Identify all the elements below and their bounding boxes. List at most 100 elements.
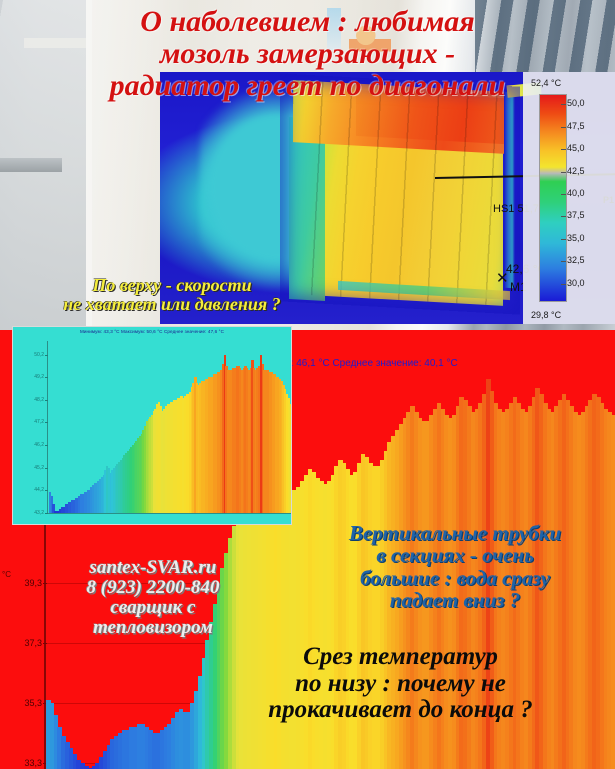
inset-bar [152, 410, 156, 513]
inset-bar [209, 376, 213, 513]
background-bar [523, 412, 529, 769]
inset-bar [178, 397, 181, 513]
background-bar [580, 412, 586, 769]
inset-bar [64, 504, 67, 513]
background-bar [303, 475, 309, 769]
background-bar [224, 553, 229, 769]
inset-bar [112, 468, 116, 513]
inset-bar [166, 404, 169, 513]
background-bar [338, 460, 343, 769]
background-bar [489, 391, 495, 769]
chart-y-unit: °C [2, 570, 11, 579]
chart-y-tick-label: 35,3 [6, 698, 47, 708]
inset-bar [228, 370, 232, 513]
background-bar [516, 403, 521, 769]
background-bar [474, 409, 480, 769]
background-chart-title: Минимум: 33,1 °C Максимум: 46,1 °C Средн… [157, 358, 458, 369]
inset-bar [111, 470, 114, 513]
chart-area-series [46, 370, 615, 769]
window-sill [0, 158, 62, 172]
inset-bar [78, 495, 81, 513]
background-bar [91, 766, 97, 769]
colorbar-tick-label: 42,5 [561, 165, 585, 176]
inset-bar [140, 434, 143, 513]
inset-bar [266, 370, 270, 513]
window-frame [86, 0, 92, 330]
colorbar-tick-label: 50,0 [561, 98, 585, 109]
background-bar [133, 727, 138, 769]
background-bar [80, 763, 85, 769]
inset-bar [168, 404, 171, 513]
inset-bar [275, 376, 278, 513]
inset-bar [235, 365, 238, 513]
inset-bar [249, 368, 252, 513]
background-bar [61, 736, 66, 769]
colorbar-tick-label: 45,0 [561, 143, 585, 154]
inset-bar [121, 457, 124, 513]
inset-bar [157, 402, 161, 513]
background-bar [611, 415, 615, 769]
inset-bar [61, 506, 64, 513]
inset-bar [252, 368, 256, 513]
background-bar [357, 463, 362, 769]
background-bar [95, 763, 100, 769]
background-bar [266, 484, 271, 769]
inset-bar [239, 368, 242, 513]
background-bar [258, 493, 263, 769]
background-bar [182, 712, 188, 769]
background-bar [152, 733, 157, 769]
inset-bar [71, 500, 74, 513]
inset-bar [92, 485, 95, 513]
background-bar [140, 724, 146, 769]
background-bar [440, 409, 446, 769]
inset-bar [263, 370, 266, 513]
background-bar [235, 517, 241, 769]
inset-bar [216, 372, 219, 513]
background-bar [486, 379, 491, 769]
background-bar [311, 472, 317, 769]
background-bar [455, 406, 461, 769]
inset-bar [49, 491, 52, 513]
background-bar [300, 481, 305, 769]
inset-x-axis [47, 512, 291, 514]
background-bar [193, 691, 199, 769]
inset-bar [221, 363, 225, 513]
background-bar [46, 700, 51, 769]
inset-bar [135, 440, 138, 513]
background-bar [607, 412, 612, 769]
background-bar [531, 397, 537, 769]
inset-bar [227, 370, 230, 513]
background-bar [167, 724, 172, 769]
background-bar [451, 415, 457, 769]
inset-bar [149, 417, 152, 513]
colorbar-max-label: 52,4 °C [531, 78, 562, 88]
inset-bar [85, 491, 88, 513]
background-bar [307, 469, 313, 769]
background-bar [349, 475, 355, 769]
inset-bar [268, 372, 271, 513]
background-bar [341, 463, 347, 769]
background-bar [201, 658, 207, 769]
background-bar [110, 739, 116, 769]
background-bar [353, 472, 358, 769]
background-bar [520, 409, 525, 769]
inset-bar [214, 374, 218, 513]
background-bar [216, 586, 222, 769]
background-bar [368, 463, 373, 769]
background-bar [326, 481, 332, 769]
inset-bar [154, 408, 157, 513]
background-bar [463, 400, 468, 769]
inset-bar [225, 365, 228, 513]
background-bar [417, 418, 423, 769]
background-bar [588, 400, 594, 769]
inset-bar [107, 468, 111, 513]
inset-bar [197, 385, 200, 513]
background-bar [497, 409, 502, 769]
background-bar [250, 499, 256, 769]
inset-bar [259, 355, 263, 513]
inset-bar [95, 483, 98, 513]
inset-bar [128, 449, 131, 513]
inset-bar [59, 508, 62, 513]
inset-bar [173, 400, 176, 513]
background-bar [398, 424, 404, 769]
